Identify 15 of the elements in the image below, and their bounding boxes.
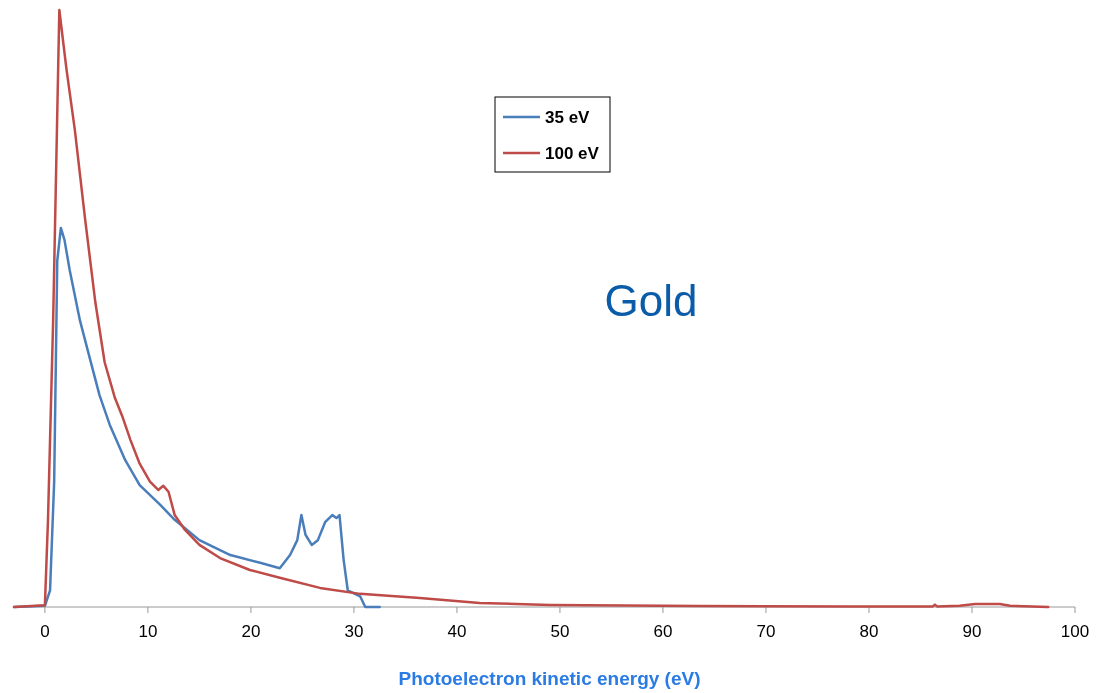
x-tick-label: 80 — [859, 622, 879, 641]
x-tick-label: 100 — [1060, 622, 1090, 641]
annotation: Gold — [604, 276, 698, 325]
legend-label: 100 eV — [545, 144, 600, 163]
x-tick-label: 40 — [447, 622, 467, 641]
x-tick-label: 10 — [138, 622, 158, 641]
x-tick-label: 70 — [756, 622, 776, 641]
x-tick-label: 30 — [344, 622, 364, 641]
x-axis-title: Photoelectron kinetic energy (eV) — [398, 668, 701, 689]
x-tick-label: 50 — [550, 622, 570, 641]
legend-label: 35 eV — [545, 108, 591, 127]
x-tick-label: 20 — [241, 622, 261, 641]
x-tick-label: 60 — [653, 622, 673, 641]
x-tick-label: 90 — [962, 622, 982, 641]
x-tick-label: 0 — [40, 622, 50, 641]
